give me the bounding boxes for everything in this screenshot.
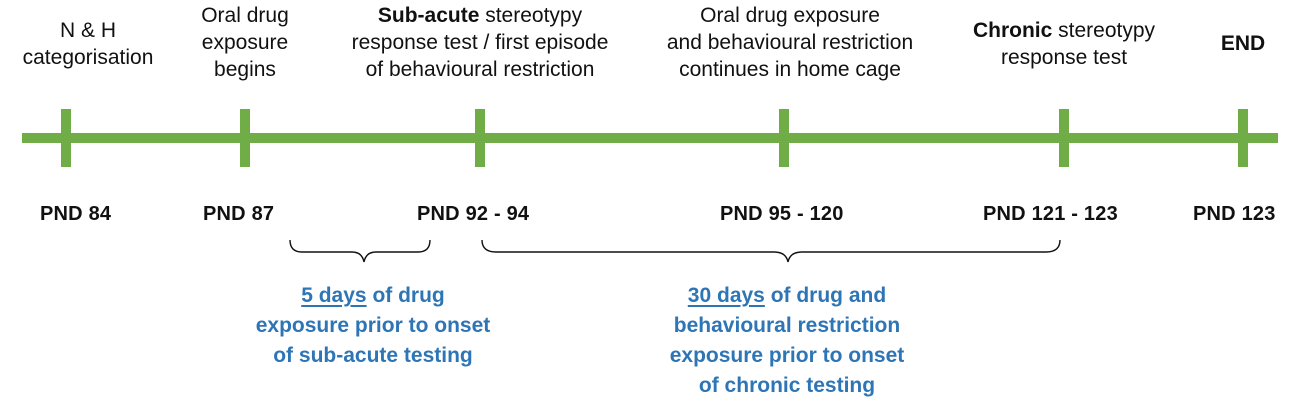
brace-30-days — [481, 239, 1061, 263]
event-heading: Sub-acute stereotypy — [322, 2, 638, 29]
note-line: of sub-acute testing — [273, 344, 473, 367]
event-line: of behavioural restriction — [365, 58, 595, 81]
event-line: Oral drug — [201, 4, 289, 27]
event-line: begins — [214, 58, 276, 81]
event-line: continues in home cage — [679, 58, 901, 81]
note-heading: 5 days of drug — [228, 281, 518, 311]
note-5-days: 5 days of drug exposure prior to onset o… — [228, 281, 518, 371]
event-heading: Chronic stereotypy — [950, 17, 1178, 44]
event-heading: END — [1203, 30, 1283, 57]
event-bold-term: Chronic — [972, 19, 1053, 42]
note-duration: 30 days — [687, 284, 765, 307]
timeline-tick-4 — [779, 109, 789, 167]
event-line: N & H — [59, 19, 116, 42]
note-line: of drug — [366, 284, 445, 307]
timeline-tick-6 — [1238, 109, 1248, 167]
event-line: exposure — [201, 31, 289, 54]
pnd-label: PND 87 — [203, 203, 275, 225]
pnd-label: PND 84 — [40, 203, 112, 225]
note-line: exposure prior to onset — [255, 314, 491, 337]
timeline-bar — [22, 133, 1278, 143]
note-line: of chronic testing — [698, 374, 876, 397]
note-line: of drug and — [764, 284, 887, 307]
pnd-label: PND 121 - 123 — [983, 203, 1118, 225]
event-oral-drug-begins: Oral drug exposure begins — [180, 2, 310, 83]
note-30-days: 30 days of drug and behavioural restrict… — [630, 281, 944, 401]
event-chronic-test: Chronic stereotypy response test — [950, 17, 1178, 71]
timeline-tick-3 — [475, 109, 485, 167]
event-line: stereotypy — [1052, 19, 1156, 42]
event-line: and behavioural restriction — [666, 31, 914, 54]
event-line: stereotypy — [479, 4, 583, 27]
event-nh-categorisation: N & H categorisation — [8, 17, 168, 71]
note-line: exposure prior to onset — [669, 344, 905, 367]
event-line: response test / first episode — [351, 31, 609, 54]
event-bold-term: Sub-acute — [377, 4, 480, 27]
brace-5-days — [289, 239, 431, 263]
event-line: response test — [1000, 46, 1128, 69]
event-line: Oral drug exposure — [700, 4, 880, 27]
event-oral-drug-continues: Oral drug exposure and behavioural restr… — [642, 2, 938, 83]
event-sub-acute-test: Sub-acute stereotypy response test / fir… — [322, 2, 638, 83]
note-line: behavioural restriction — [673, 314, 901, 337]
event-bold-term: END — [1220, 32, 1266, 55]
timeline-tick-1 — [61, 109, 71, 167]
note-duration: 5 days — [301, 284, 367, 307]
note-heading: 30 days of drug and — [630, 281, 944, 311]
event-line: categorisation — [22, 46, 154, 69]
timeline-tick-5 — [1059, 109, 1069, 167]
timeline-tick-2 — [240, 109, 250, 167]
pnd-label: PND 123 — [1193, 203, 1276, 225]
pnd-label: PND 95 - 120 — [720, 203, 844, 225]
event-end: END — [1203, 30, 1283, 57]
pnd-label: PND 92 - 94 — [417, 203, 530, 225]
